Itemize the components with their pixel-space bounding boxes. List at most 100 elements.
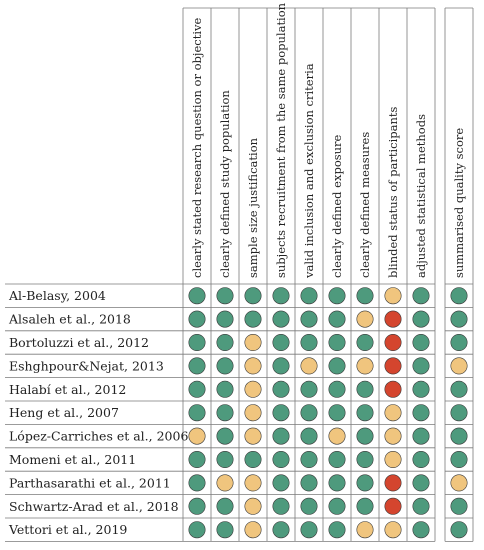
- rating-dot-green: [328, 474, 346, 492]
- rating-dot-yellow: [356, 521, 374, 539]
- column-header: clearly defined study population: [218, 90, 232, 278]
- rating-dot-red: [384, 497, 402, 515]
- rating-dot-red: [384, 310, 402, 328]
- rating-dot-green: [356, 404, 374, 422]
- study-label: Momeni et al., 2011: [9, 452, 136, 467]
- rating-dot-yellow: [450, 357, 468, 375]
- column-headers: clearly stated research question or obje…: [190, 2, 466, 279]
- rating-dot-green: [216, 450, 234, 468]
- rating-dot-green: [300, 450, 318, 468]
- rating-dot-green: [450, 287, 468, 305]
- rating-dot-green: [188, 404, 206, 422]
- rating-dot-green: [216, 333, 234, 351]
- rating-dot-green: [356, 380, 374, 398]
- rating-dot-green: [300, 404, 318, 422]
- rating-dot-green: [188, 287, 206, 305]
- rating-dot-green: [412, 404, 430, 422]
- rating-dot-green: [244, 450, 262, 468]
- column-header: clearly defined measures: [358, 132, 372, 278]
- rating-dot-green: [450, 333, 468, 351]
- rating-dot-yellow: [244, 521, 262, 539]
- rating-dot-green: [216, 380, 234, 398]
- rating-dot-green: [328, 497, 346, 515]
- rating-dot-green: [300, 287, 318, 305]
- rating-dot-yellow: [216, 474, 234, 492]
- rating-dot-green: [450, 521, 468, 539]
- rating-dot-green: [188, 474, 206, 492]
- rating-dot-green: [188, 357, 206, 375]
- rating-dot-green: [356, 497, 374, 515]
- rating-dot-yellow: [328, 427, 346, 445]
- rating-dot-yellow: [244, 474, 262, 492]
- rating-dot-green: [272, 521, 290, 539]
- rating-dot-green: [412, 333, 430, 351]
- rating-dot-yellow: [384, 450, 402, 468]
- study-label: Parthasarathi et al., 2011: [9, 475, 171, 490]
- rating-dot-green: [412, 427, 430, 445]
- rating-dot-green: [328, 310, 346, 328]
- column-header: clearly stated research question or obje…: [190, 17, 204, 278]
- rating-dot-green: [216, 497, 234, 515]
- rating-dot-red: [384, 380, 402, 398]
- rating-dot-yellow: [244, 357, 262, 375]
- rating-dot-green: [272, 427, 290, 445]
- rating-dot-green: [412, 474, 430, 492]
- study-label: Halabí et al., 2012: [9, 382, 126, 397]
- rating-dot-green: [412, 357, 430, 375]
- study-label: Alsaleh et al., 2018: [8, 312, 131, 327]
- rating-dot-yellow: [356, 357, 374, 375]
- rating-dot-green: [300, 427, 318, 445]
- rating-dot-green: [272, 310, 290, 328]
- rating-dot-green: [328, 450, 346, 468]
- column-header: subjects recruitment from the same popul…: [274, 2, 288, 278]
- column-header: adjusted statistical methods: [414, 114, 428, 278]
- rating-dot-red: [384, 357, 402, 375]
- rating-dot-green: [328, 357, 346, 375]
- column-header: summarised quality score: [452, 128, 466, 278]
- rating-dot-green: [328, 404, 346, 422]
- study-label: Vettori et al., 2019: [8, 522, 127, 537]
- rating-dot-green: [300, 521, 318, 539]
- rating-dot-green: [412, 380, 430, 398]
- study-label: Al-Belasy, 2004: [8, 288, 106, 303]
- rating-dot-red: [384, 474, 402, 492]
- row-labels: Al-Belasy, 2004 Alsaleh et al., 2018 Borto…: [8, 288, 188, 537]
- rating-dot-green: [328, 521, 346, 539]
- study-label: Heng et al., 2007: [9, 405, 119, 420]
- rating-dot-green: [356, 474, 374, 492]
- rating-dot-green: [188, 450, 206, 468]
- study-label: Eshghpour&Nejat, 2013: [9, 358, 164, 373]
- rating-dot-green: [412, 310, 430, 328]
- rating-dot-green: [188, 521, 206, 539]
- rating-dot-yellow: [384, 404, 402, 422]
- rating-dot-green: [356, 333, 374, 351]
- rating-dot-green: [188, 333, 206, 351]
- rating-dot-yellow: [450, 474, 468, 492]
- rating-dot-yellow: [384, 521, 402, 539]
- table-grid: [5, 7, 474, 542]
- column-header: valid inclusion and exclusion criteria: [302, 63, 316, 279]
- rating-dot-green: [272, 287, 290, 305]
- rating-dot-green: [244, 287, 262, 305]
- rating-dot-green: [412, 450, 430, 468]
- column-header: blinded status of participants: [386, 107, 400, 278]
- rating-dot-green: [272, 380, 290, 398]
- rating-dot-green: [188, 310, 206, 328]
- study-label: López-Carriches et al., 2006: [9, 429, 188, 444]
- rating-dot-green: [272, 497, 290, 515]
- rating-dot-green: [328, 380, 346, 398]
- rating-dot-green: [272, 357, 290, 375]
- rating-dot-yellow: [244, 497, 262, 515]
- rating-dot-yellow: [244, 404, 262, 422]
- rating-dot-green: [450, 497, 468, 515]
- rating-dot-yellow: [244, 380, 262, 398]
- rating-dot-yellow: [244, 333, 262, 351]
- study-label: Schwartz-Arad et al., 2018: [9, 499, 179, 514]
- rating-dot-green: [216, 287, 234, 305]
- rating-dot-green: [216, 427, 234, 445]
- column-header: clearly defined exposure: [330, 134, 344, 278]
- rating-dot-yellow: [300, 357, 318, 375]
- rating-dot-green: [300, 474, 318, 492]
- rating-dot-yellow: [244, 427, 262, 445]
